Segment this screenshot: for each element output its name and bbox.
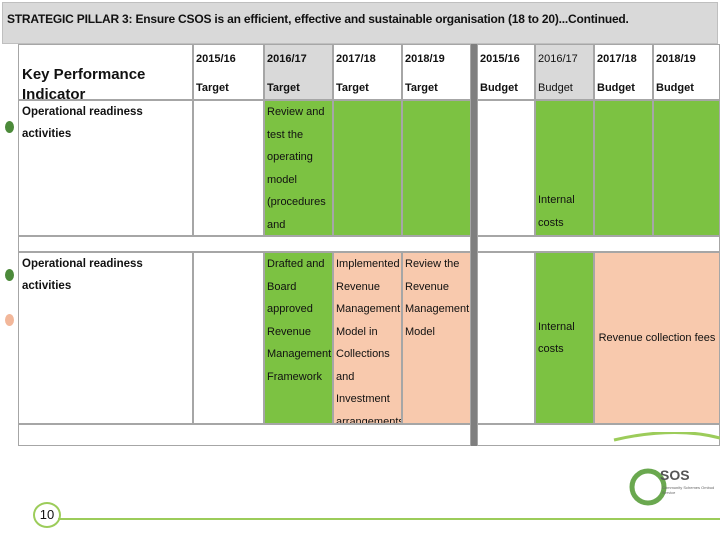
page-number: 10 bbox=[33, 502, 61, 528]
column-sub: Budget bbox=[597, 82, 635, 94]
target-cell-2018-19: Review the Revenue Management Model bbox=[402, 252, 471, 424]
column-header: 2018/19 Target bbox=[402, 44, 471, 100]
table-cell bbox=[594, 100, 653, 236]
column-sub: Target bbox=[336, 82, 369, 94]
logo-subtext: Community Schemes Ombud Service bbox=[662, 485, 715, 495]
logo-swoosh-icon bbox=[613, 430, 720, 506]
target-cell-2017-18: Implemented Revenue Management Model in … bbox=[333, 252, 402, 424]
column-sub: Budget bbox=[538, 82, 573, 94]
column-year: 2015/16 bbox=[196, 53, 236, 65]
table-cell bbox=[477, 100, 535, 236]
page-title: STRATEGIC PILLAR 3: Ensure CSOS is an ef… bbox=[7, 12, 629, 26]
logo-text: SOS bbox=[660, 467, 690, 483]
column-header: 2015/16 Budget bbox=[477, 44, 535, 100]
status-dot-peach bbox=[5, 314, 14, 326]
table-cell bbox=[333, 100, 402, 236]
table-cell bbox=[193, 252, 264, 424]
column-year: 2017/18 bbox=[336, 53, 376, 65]
status-dot-green bbox=[5, 269, 14, 281]
column-header: 2018/19 Budget bbox=[653, 44, 720, 100]
budget-text: Internal costs bbox=[538, 194, 575, 229]
column-year: 2018/19 bbox=[656, 53, 696, 65]
target-cell-2016-17: Drafted and Board approved Revenue Manag… bbox=[264, 252, 333, 424]
column-sub: Target bbox=[196, 82, 229, 94]
column-header: 2015/16 Target bbox=[193, 44, 264, 100]
column-year: 2015/16 bbox=[480, 53, 520, 65]
column-header: 2016/17 Budget bbox=[535, 44, 594, 100]
column-sub: Target bbox=[405, 82, 438, 94]
column-sub: Target bbox=[267, 82, 300, 94]
kpi-column-header: Key Performance Indicator bbox=[18, 44, 193, 100]
status-dot-green bbox=[5, 121, 14, 133]
column-sub: Budget bbox=[480, 82, 518, 94]
csos-logo: SOS Community Schemes Ombud Service bbox=[604, 430, 720, 512]
budget-cell-2017-19: Revenue collection fees bbox=[594, 252, 720, 424]
column-divider bbox=[471, 44, 477, 446]
row-label: Operational readiness activities bbox=[18, 100, 193, 236]
budget-cell-2016-17: Internal costs bbox=[535, 100, 594, 236]
title-bar: STRATEGIC PILLAR 3: Ensure CSOS is an ef… bbox=[2, 2, 718, 44]
column-year: 2016/17 bbox=[267, 53, 307, 65]
column-year: 2016/17 bbox=[538, 53, 578, 65]
footer-line bbox=[58, 518, 720, 520]
column-header: 2017/18 Target bbox=[333, 44, 402, 100]
spacer-row bbox=[477, 236, 720, 252]
target-cell-2016-17: Review and test the operating model (pro… bbox=[264, 100, 333, 236]
table-cell bbox=[477, 252, 535, 424]
budget-cell-2016-17: Internal costs bbox=[535, 252, 594, 424]
kpi-table: Key Performance Indicator 2015/16 Target… bbox=[18, 44, 720, 446]
column-sub: Budget bbox=[656, 82, 694, 94]
spacer-row bbox=[18, 424, 471, 446]
column-header: 2016/17 Target bbox=[264, 44, 333, 100]
row-label: Operational readiness activities bbox=[18, 252, 193, 424]
table-cell bbox=[402, 100, 471, 236]
table-cell bbox=[653, 100, 720, 236]
budget-text: Revenue collection fees bbox=[598, 331, 716, 344]
budget-text: Internal costs bbox=[538, 320, 575, 356]
spacer-row bbox=[18, 236, 471, 252]
column-header: 2017/18 Budget bbox=[594, 44, 653, 100]
column-year: 2018/19 bbox=[405, 53, 445, 65]
column-year: 2017/18 bbox=[597, 53, 637, 65]
table-cell bbox=[193, 100, 264, 236]
